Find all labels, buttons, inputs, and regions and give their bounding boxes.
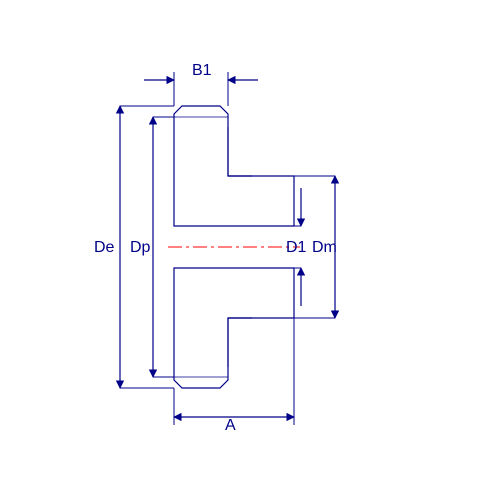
label-a: A: [225, 417, 236, 434]
label-dm: Dm: [312, 239, 337, 256]
sprocket-section-diagram: B1 De Dp D1 Dm A: [0, 0, 500, 500]
label-dp: Dp: [130, 239, 151, 256]
label-de: De: [94, 239, 115, 256]
label-d1: D1: [286, 239, 307, 256]
label-b1: B1: [192, 62, 212, 79]
